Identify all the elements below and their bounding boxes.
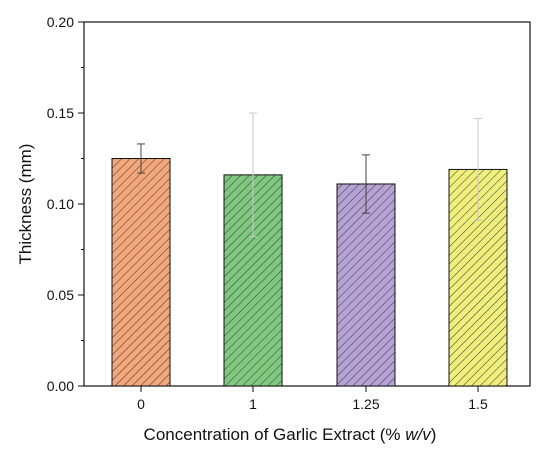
x-axis-title-suffix: ) bbox=[431, 425, 437, 444]
x-axis-title: Concentration of Garlic Extract (% w/v) bbox=[144, 425, 437, 444]
x-tick-label-0: 0 bbox=[137, 396, 145, 412]
y-tick-label-1: 0.05 bbox=[47, 287, 74, 303]
y-axis-title: Thickness (mm) bbox=[16, 144, 35, 265]
x-axis-title-italic: w/v bbox=[405, 425, 432, 444]
bar-0 bbox=[111, 158, 171, 387]
x-tick-label-2: 1.25 bbox=[352, 396, 379, 412]
x-axis: 0 1 1.25 1.5 bbox=[137, 386, 488, 412]
x-tick-label-3: 1.5 bbox=[468, 396, 488, 412]
y-tick-label-4: 0.20 bbox=[47, 14, 74, 30]
y-tick-label-0: 0.00 bbox=[47, 378, 74, 394]
x-axis-title-prefix: Concentration of Garlic Extract (% bbox=[144, 425, 406, 444]
y-tick-label-3: 0.15 bbox=[47, 105, 74, 121]
y-tick-label-2: 0.10 bbox=[47, 196, 74, 212]
x-tick-label-1: 1 bbox=[249, 396, 257, 412]
bars-layer bbox=[111, 158, 508, 387]
bar-1-25 bbox=[336, 183, 396, 387]
error-bars-layer bbox=[137, 112, 482, 238]
y-axis: 0.00 0.05 0.10 0.15 0.20 bbox=[47, 14, 84, 394]
